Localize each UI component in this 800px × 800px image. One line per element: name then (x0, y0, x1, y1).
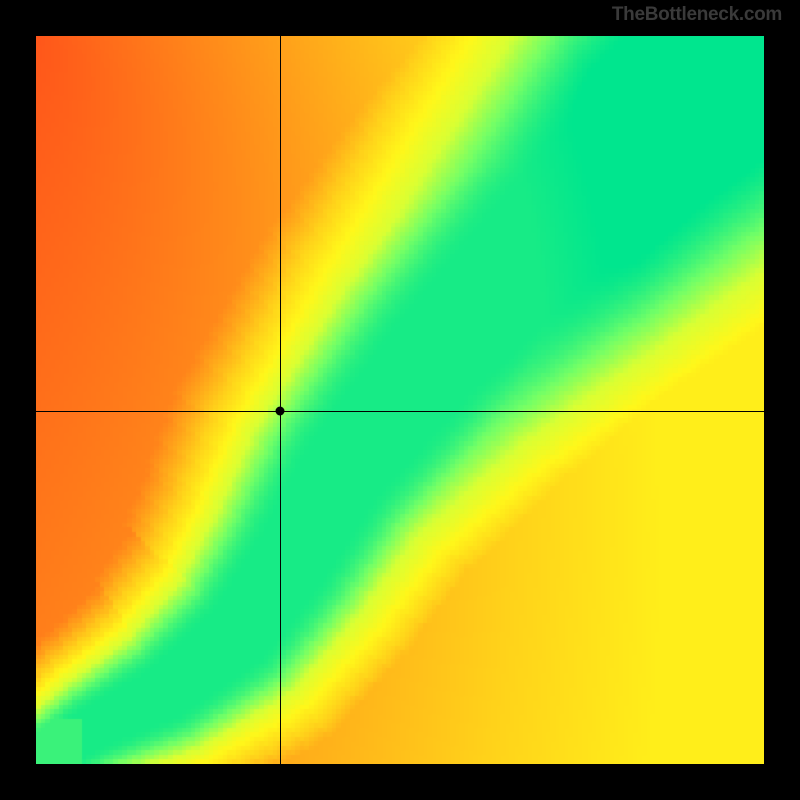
crosshair-vertical (280, 36, 281, 764)
chart-container: TheBottleneck.com (0, 0, 800, 800)
bottleneck-heatmap (36, 36, 764, 764)
crosshair-horizontal (36, 411, 764, 412)
watermark-text: TheBottleneck.com (612, 4, 782, 26)
crosshair-marker-dot (275, 406, 284, 415)
